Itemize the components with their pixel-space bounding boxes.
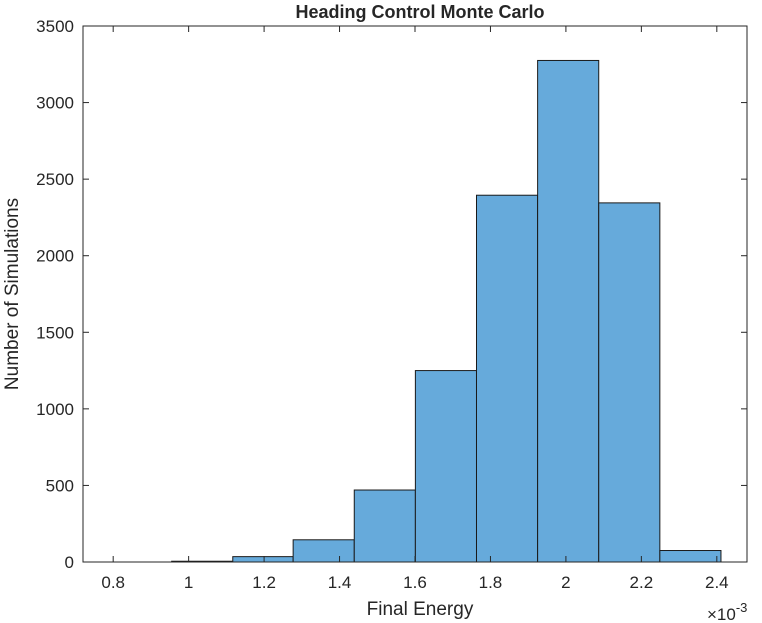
- y-tick-label: 1000: [36, 400, 74, 419]
- chart-title: Heading Control Monte Carlo: [296, 2, 545, 22]
- y-tick-label: 2500: [36, 170, 74, 189]
- histogram-bar: [292, 539, 355, 563]
- x-tick-label: 1: [184, 573, 193, 592]
- histogram-bar: [598, 202, 661, 563]
- y-tick-label: 1500: [36, 323, 74, 342]
- x-tick-label: 0.8: [101, 573, 125, 592]
- histogram-bar: [475, 194, 539, 563]
- x-tick-label: 1.2: [252, 573, 276, 592]
- histogram-bar: [414, 370, 477, 563]
- y-ticks-group: 0 500 1000 1500 2000 2500 3000 3500: [36, 17, 747, 572]
- y-tick-label: 2000: [36, 247, 74, 266]
- x-tick-label: 1.8: [479, 573, 503, 592]
- x-exponent-power: -3: [736, 600, 748, 615]
- x-tick-label: 1.6: [403, 573, 427, 592]
- x-exponent-label: ×10-3: [707, 600, 747, 623]
- y-tick-label: 3500: [36, 17, 74, 36]
- histogram-bar: [353, 489, 416, 563]
- histogram-bar: [537, 59, 600, 563]
- x-axis-label: Final Energy: [367, 599, 474, 620]
- x-tick-label: 2: [561, 573, 570, 592]
- x-tick-label: 2.2: [630, 573, 654, 592]
- x-ticks-group: 0.8 1 1.2 1.4 1.6 1.8 2 2.2 2.4: [101, 26, 729, 592]
- histogram-bar: [232, 556, 294, 563]
- x-tick-label: 2.4: [705, 573, 729, 592]
- x-tick-label: 1.4: [328, 573, 352, 592]
- y-tick-label: 0: [65, 553, 74, 572]
- x-exponent-base: ×10: [707, 605, 736, 623]
- y-tick-label: 500: [46, 476, 74, 495]
- y-axis-label: Number of Simulations: [2, 198, 23, 390]
- bars-group: [171, 59, 722, 563]
- histogram-bar: [659, 550, 722, 563]
- y-tick-label: 3000: [36, 94, 74, 113]
